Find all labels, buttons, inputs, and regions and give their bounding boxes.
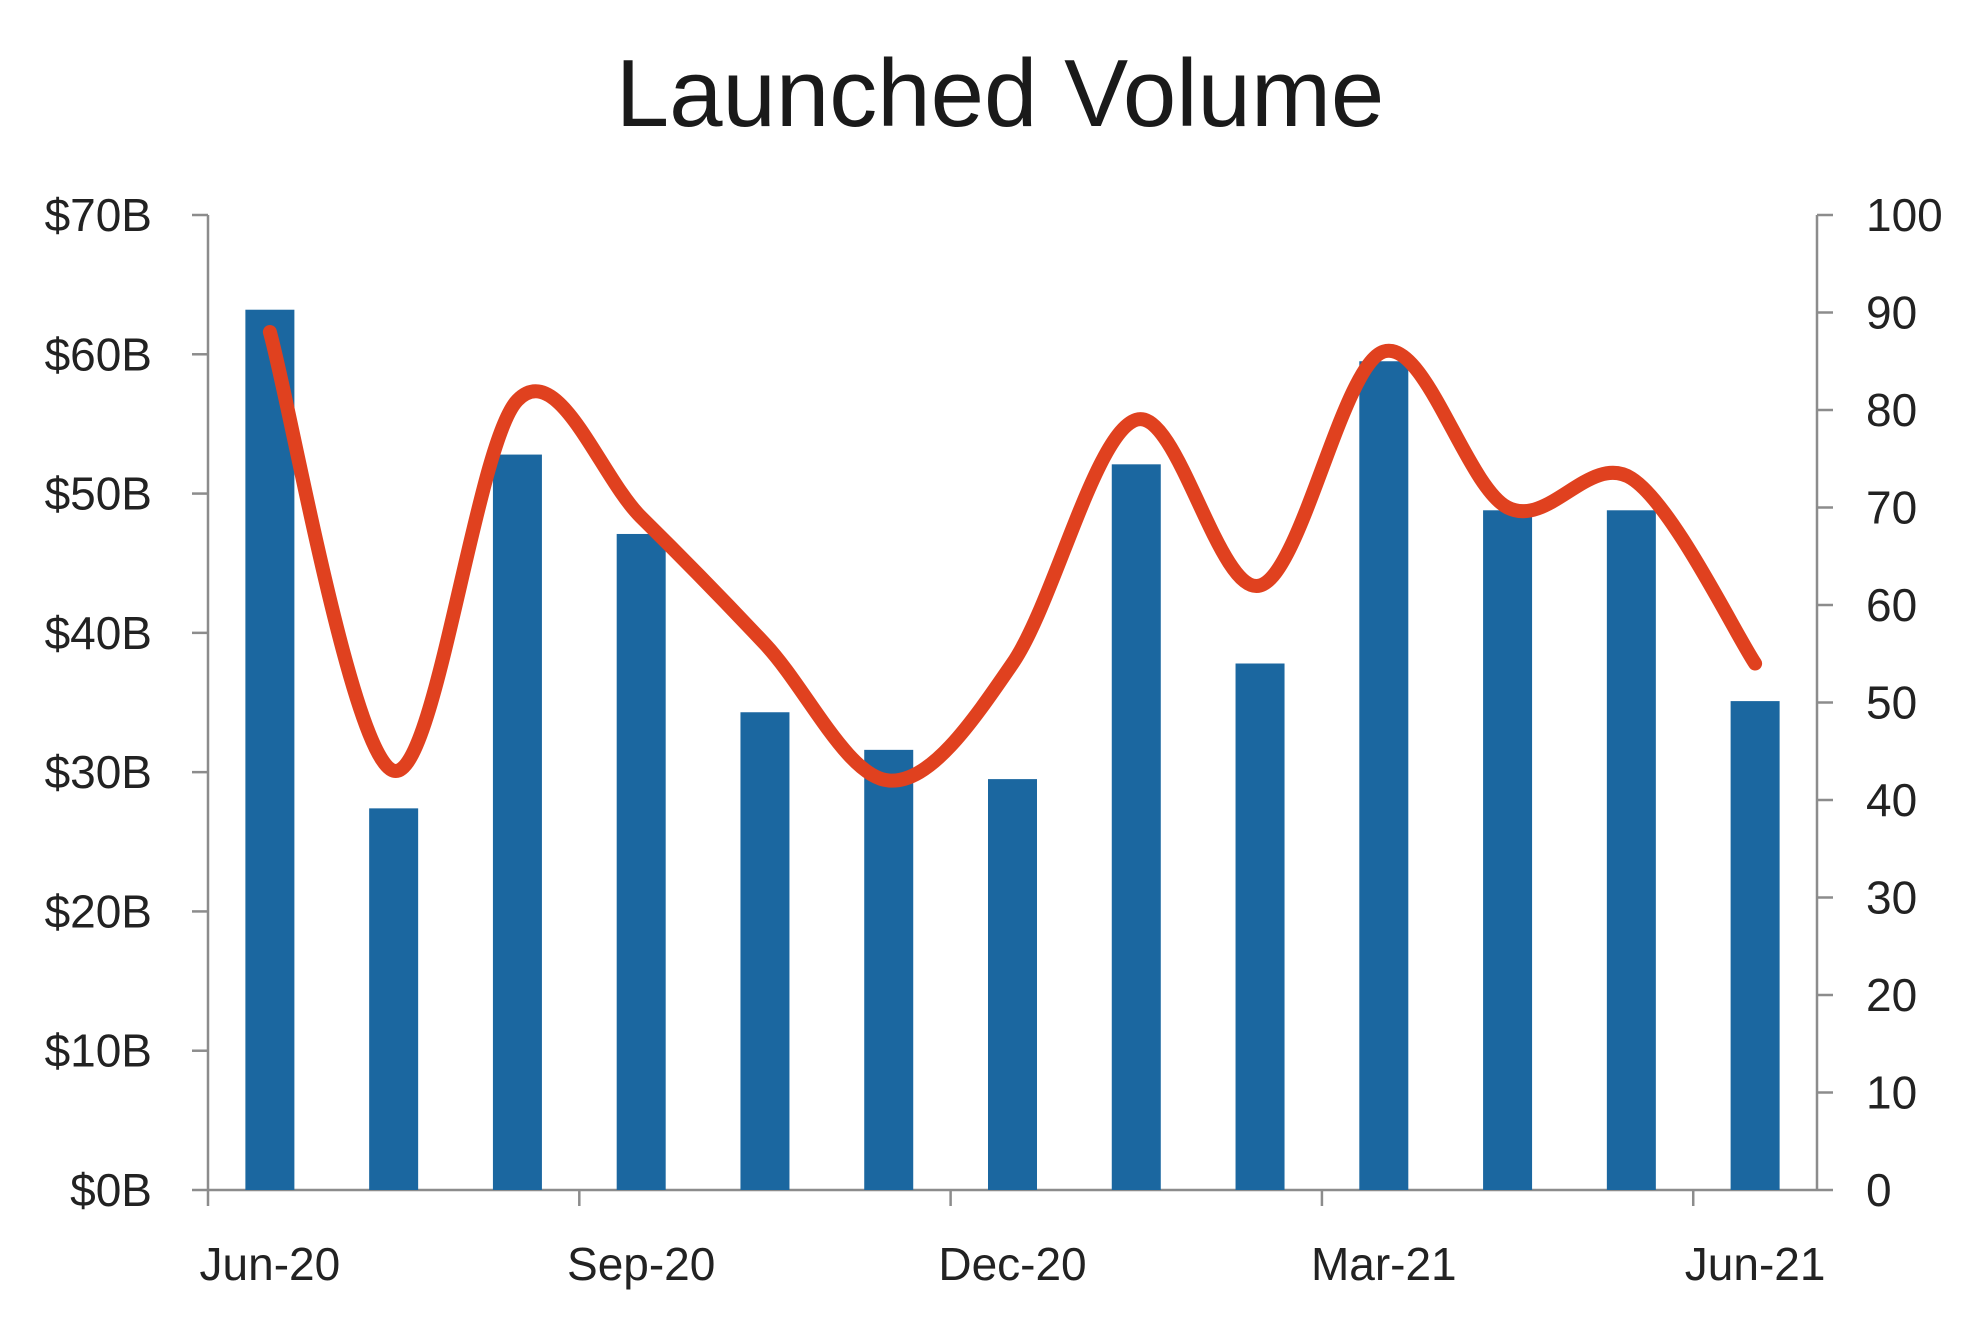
left-axis-tick-label: $20B xyxy=(45,885,152,937)
volume-bar xyxy=(1359,361,1409,1190)
right-axis-tick-label: 80 xyxy=(1866,384,1917,436)
volume-bar xyxy=(864,749,914,1190)
left-axis-tick-label: $0B xyxy=(70,1164,152,1216)
left-axis-tick-label: $50B xyxy=(45,468,152,520)
left-axis-tick-label: $40B xyxy=(45,607,152,659)
right-axis-tick-label: 20 xyxy=(1866,969,1917,1021)
count-line xyxy=(262,325,1763,788)
left-axis-tick-label: $30B xyxy=(45,746,152,798)
volume-bar xyxy=(369,808,419,1190)
chart-title: Launched Volume xyxy=(616,40,1385,147)
volume-bar xyxy=(740,712,790,1190)
volume-bar xyxy=(245,309,295,1190)
volume-bar xyxy=(492,454,542,1191)
right-axis-tick-label: 70 xyxy=(1866,482,1917,534)
volume-bar xyxy=(1111,464,1161,1191)
right-axis-tick-label: 60 xyxy=(1866,579,1917,631)
right-axis-tick-label: 90 xyxy=(1866,287,1917,339)
volume-bar xyxy=(1606,510,1656,1190)
volume-bar xyxy=(1235,663,1285,1190)
x-axis-tick-label: Mar-21 xyxy=(1311,1238,1457,1290)
right-axis-tick-label: 0 xyxy=(1866,1164,1892,1216)
right-axis-tick-label: 50 xyxy=(1866,677,1917,729)
left-axis-tick-label: $60B xyxy=(45,328,152,380)
volume-bar xyxy=(1483,510,1533,1190)
right-axis-tick-label: 10 xyxy=(1866,1067,1917,1119)
x-axis-tick-label: Jun-20 xyxy=(200,1238,341,1290)
left-axis-tick-label: $10B xyxy=(45,1025,152,1077)
x-axis-tick-label: Dec-20 xyxy=(938,1238,1086,1290)
x-axis-tick-label: Jun-21 xyxy=(1685,1238,1826,1290)
left-axis-tick-label: $70B xyxy=(45,189,152,241)
right-axis-tick-label: 40 xyxy=(1866,774,1917,826)
line-series xyxy=(262,325,1763,788)
x-axis-tick-label: Sep-20 xyxy=(567,1238,715,1290)
right-axis-tick-label: 30 xyxy=(1866,872,1917,924)
volume-bar xyxy=(616,533,666,1190)
bar-series xyxy=(245,309,1780,1191)
volume-bar xyxy=(988,779,1037,1190)
volume-bar xyxy=(1730,701,1780,1190)
tick-labels: $0B $10B $20B $30B $40B $50B $60B $70B 0 10 20 30 40… xyxy=(45,189,1943,1290)
right-axis-tick-label: 100 xyxy=(1866,189,1943,241)
